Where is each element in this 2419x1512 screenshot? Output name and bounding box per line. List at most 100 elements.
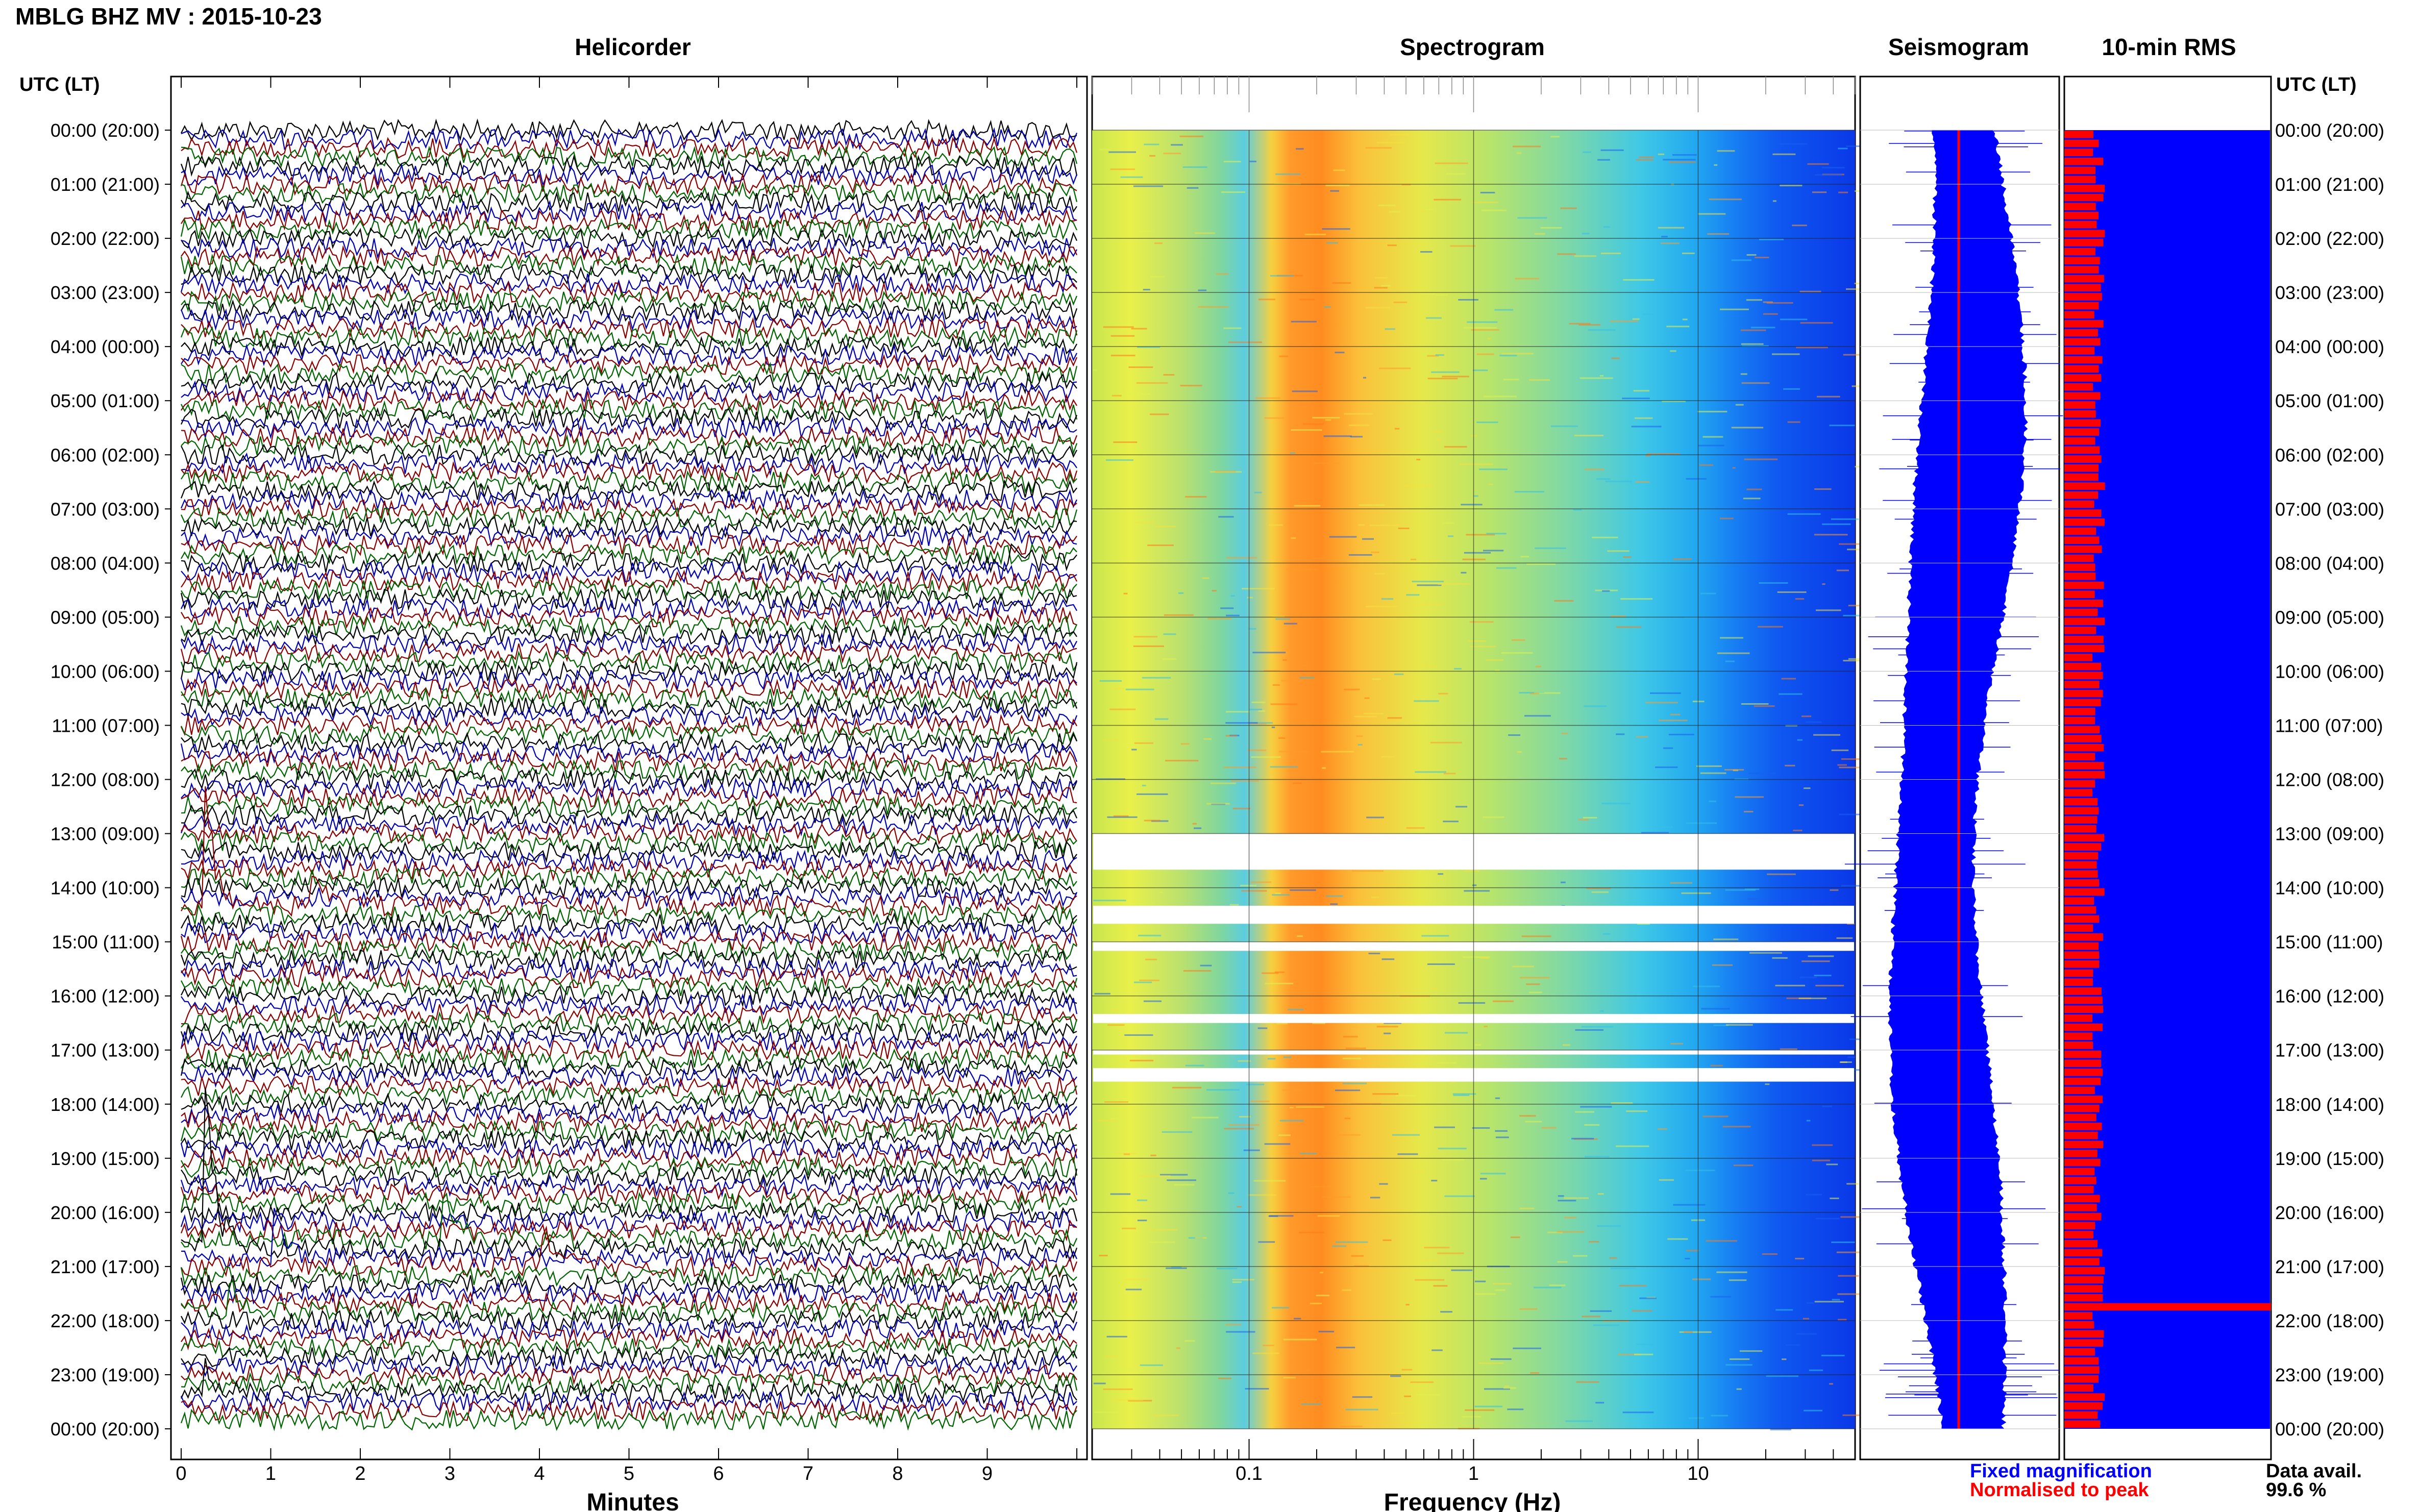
spectrogram-noise xyxy=(1124,1278,1150,1280)
rms-bar xyxy=(2064,1168,2095,1176)
spectrogram-noise xyxy=(1669,161,1696,163)
spectrogram-noise xyxy=(1639,1297,1657,1299)
spectrogram-noise xyxy=(1593,1324,1619,1326)
spectrogram-noise xyxy=(1336,1347,1355,1349)
spectrogram-noise xyxy=(1494,1289,1506,1291)
legend-fixed-magnification: Fixed magnification xyxy=(1970,1460,2152,1482)
spectrogram-noise xyxy=(1299,677,1315,679)
spectrogram-noise xyxy=(1841,758,1872,760)
helicorder-trace xyxy=(181,1399,1078,1423)
spectrogram-noise xyxy=(1171,144,1183,146)
helicorder-trace xyxy=(181,858,1077,882)
spectrogram-noise xyxy=(1163,153,1181,155)
spectrogram-noise xyxy=(1619,1284,1647,1286)
spectrogram-noise xyxy=(1603,226,1610,228)
spectrogram-noise xyxy=(1493,1283,1512,1285)
spectrogram-noise xyxy=(1104,1101,1128,1103)
spectrogram-noise xyxy=(1226,711,1250,713)
spectrogram-noise xyxy=(1746,254,1757,256)
rms-bar xyxy=(2064,509,2102,517)
minutes-tick-label: 8 xyxy=(892,1463,903,1484)
rms-bar xyxy=(2064,834,2105,842)
rms-bar xyxy=(2064,915,2100,923)
time-label-right: 03:00 (23:00) xyxy=(2275,282,2384,303)
spectrogram-noise xyxy=(1583,816,1597,819)
spectrogram-noise xyxy=(1480,191,1495,193)
spectrogram-noise xyxy=(1469,621,1494,623)
spectrogram-noise xyxy=(1154,242,1163,244)
spectrogram-noise xyxy=(1325,419,1331,421)
spectrogram-noise xyxy=(1420,251,1433,253)
spectrogram-noise xyxy=(1804,787,1811,789)
helicorder-trace xyxy=(181,208,1077,232)
rms-bar xyxy=(2064,554,2094,562)
rms-bar xyxy=(2064,1258,2100,1266)
spectrogram-noise xyxy=(1466,534,1495,536)
spectrogram-noise xyxy=(1517,152,1522,154)
spectrogram-noise xyxy=(1817,395,1840,398)
spectrogram-noise xyxy=(1252,1352,1280,1354)
spectrogram-noise xyxy=(1673,1204,1706,1206)
minutes-tick-label: 6 xyxy=(713,1463,724,1484)
spectrogram-noise xyxy=(1484,1026,1488,1028)
rms-bar xyxy=(2064,176,2096,184)
helicorder-trace xyxy=(181,1128,1077,1152)
spectrogram-noise xyxy=(1709,199,1742,201)
spectrogram-noise xyxy=(1809,1369,1823,1371)
spectrogram-noise xyxy=(1166,1267,1187,1269)
spectrogram-noise xyxy=(1474,1280,1486,1282)
helicorder-trace xyxy=(181,1318,1078,1342)
spectrogram-noise xyxy=(1344,688,1360,690)
spectrogram-noise xyxy=(1474,1405,1503,1407)
spectrogram-noise xyxy=(1451,1081,1455,1083)
spectrogram-noise xyxy=(1831,1241,1855,1243)
spectrogram-noise xyxy=(1710,1064,1723,1067)
minutes-tick-label: 5 xyxy=(624,1463,634,1484)
spectrogram-noise xyxy=(1279,355,1289,357)
spectrogram-noise xyxy=(1660,242,1680,244)
spectrogram-noise xyxy=(1616,733,1625,735)
spectrogram-noise xyxy=(1442,522,1454,524)
rms-bar xyxy=(2064,888,2105,896)
spectrogram-noise xyxy=(1344,413,1373,415)
helicorder-trace xyxy=(181,704,1078,727)
spectrogram-noise xyxy=(1620,598,1653,600)
helicorder-trace xyxy=(180,632,1077,656)
spectrogram-noise xyxy=(1206,803,1230,805)
rms-bar xyxy=(2064,635,2104,643)
spectrogram-noise xyxy=(1821,167,1845,169)
spectrogram-noise xyxy=(1438,692,1448,695)
rms-bar xyxy=(2064,1042,2093,1049)
spectrogram-noise xyxy=(1108,151,1137,153)
spectrogram-noise xyxy=(1323,435,1352,437)
time-label-right: 08:00 (04:00) xyxy=(2275,553,2384,574)
spectrogram-noise xyxy=(1846,145,1871,147)
spectrogram-noise xyxy=(1185,1064,1204,1067)
minutes-tick-label: 9 xyxy=(982,1463,993,1484)
spectrogram-noise xyxy=(1372,1093,1399,1095)
spectrogram-noise xyxy=(1440,1311,1453,1313)
spectrogram-noise xyxy=(1154,718,1169,720)
spectrogram-noise xyxy=(1299,299,1315,301)
spectrogram-title: Spectrogram xyxy=(1400,34,1545,60)
spectrogram-noise xyxy=(1495,670,1500,672)
spectrogram-noise xyxy=(1303,423,1324,425)
spectrogram-noise xyxy=(1767,873,1796,875)
helicorder-trace xyxy=(181,525,1077,548)
spectrogram-noise xyxy=(1241,890,1267,892)
spectrogram-noise xyxy=(1602,933,1611,935)
rms-bar xyxy=(2064,1086,2095,1095)
rms-bar xyxy=(2064,681,2100,688)
spectrogram-noise xyxy=(1832,1299,1840,1301)
spectrogram-noise xyxy=(1249,708,1263,710)
spectrogram-noise xyxy=(1405,1304,1410,1306)
rms-bar xyxy=(2064,293,2102,301)
time-label-right: 20:00 (16:00) xyxy=(2275,1202,2384,1223)
spectrogram-noise xyxy=(1391,455,1401,457)
spectrogram-noise xyxy=(1223,327,1242,329)
rms-bar xyxy=(2064,762,2104,770)
spectrogram-noise xyxy=(1616,626,1642,628)
rms-bar xyxy=(2064,608,2098,616)
spectrogram-noise xyxy=(1412,581,1444,583)
spectrogram-noise xyxy=(1464,327,1497,329)
